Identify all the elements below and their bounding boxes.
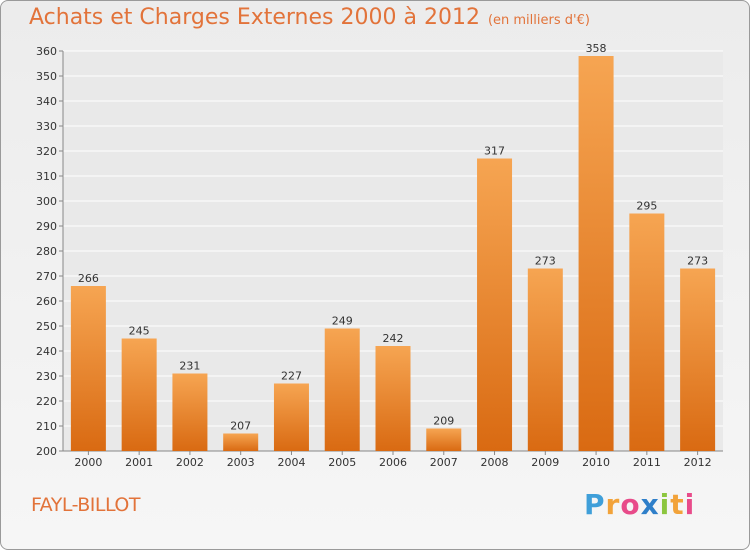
x-tick-label: 2002 [176, 456, 204, 469]
data-label: 245 [129, 325, 150, 338]
brand-logo-letter: i [659, 488, 671, 521]
data-label: 358 [586, 42, 607, 55]
chart-title: Achats et Charges Externes 2000 à 2012 (e… [29, 5, 590, 30]
y-tick-label: 330 [36, 120, 57, 133]
bar [172, 373, 208, 451]
data-label: 227 [281, 370, 302, 383]
brand-logo-letter: x [640, 488, 660, 521]
x-tick-label: 2009 [531, 456, 559, 469]
data-label: 209 [433, 415, 454, 428]
x-tick-label: 2012 [684, 456, 712, 469]
y-tick-label: 200 [36, 445, 57, 458]
data-label: 249 [332, 315, 353, 328]
bar [680, 268, 716, 451]
data-label: 317 [484, 145, 505, 158]
data-label: 266 [78, 272, 99, 285]
bar [578, 56, 614, 451]
chart-title-text: Achats et Charges Externes 2000 à 2012 [29, 5, 480, 30]
bar [426, 428, 462, 451]
bar [70, 286, 106, 451]
data-label: 242 [383, 332, 404, 345]
y-tick-label: 280 [36, 245, 57, 258]
y-tick-label: 340 [36, 95, 57, 108]
y-tick-label: 260 [36, 295, 57, 308]
x-tick-label: 2005 [328, 456, 356, 469]
x-tick-label: 2004 [277, 456, 305, 469]
commune-name: FAYL-BILLOT [31, 494, 140, 516]
y-tick-label: 220 [36, 395, 57, 408]
x-tick-label: 2000 [74, 456, 102, 469]
x-tick-label: 2008 [481, 456, 509, 469]
x-tick-label: 2007 [430, 456, 458, 469]
y-tick-label: 230 [36, 370, 57, 383]
bar [375, 346, 411, 451]
bar [527, 268, 563, 451]
y-tick-label: 250 [36, 320, 57, 333]
x-tick-label: 2001 [125, 456, 153, 469]
bar [121, 338, 157, 451]
data-label: 273 [687, 255, 708, 268]
y-tick-label: 310 [36, 170, 57, 183]
bar [477, 158, 513, 451]
x-tick-label: 2006 [379, 456, 407, 469]
bar [324, 328, 360, 451]
y-tick-label: 320 [36, 145, 57, 158]
y-tick-label: 210 [36, 420, 57, 433]
data-label: 273 [535, 255, 556, 268]
brand-logo-letter: t [670, 488, 685, 521]
brand-logo-letter: r [605, 488, 621, 521]
brand-logo-letter: P [584, 488, 606, 521]
y-tick-label: 270 [36, 270, 57, 283]
x-tick-label: 2011 [633, 456, 661, 469]
y-tick-label: 240 [36, 345, 57, 358]
brand-logo: Proxiti [584, 488, 695, 521]
y-tick-label: 350 [36, 70, 57, 83]
x-tick-label: 2010 [582, 456, 610, 469]
bar [223, 433, 259, 451]
data-label: 207 [230, 420, 251, 433]
brand-logo-letter: o [620, 488, 641, 521]
x-tick-label: 2003 [227, 456, 255, 469]
y-tick-label: 300 [36, 195, 57, 208]
bar [273, 383, 309, 451]
bar [629, 213, 665, 451]
data-label: 231 [179, 360, 200, 373]
chart-unit-label: (en milliers d'€) [487, 13, 590, 28]
data-label: 295 [636, 200, 657, 213]
y-tick-label: 360 [36, 45, 57, 58]
y-tick-label: 290 [36, 220, 57, 233]
brand-logo-letter: i [684, 488, 696, 521]
